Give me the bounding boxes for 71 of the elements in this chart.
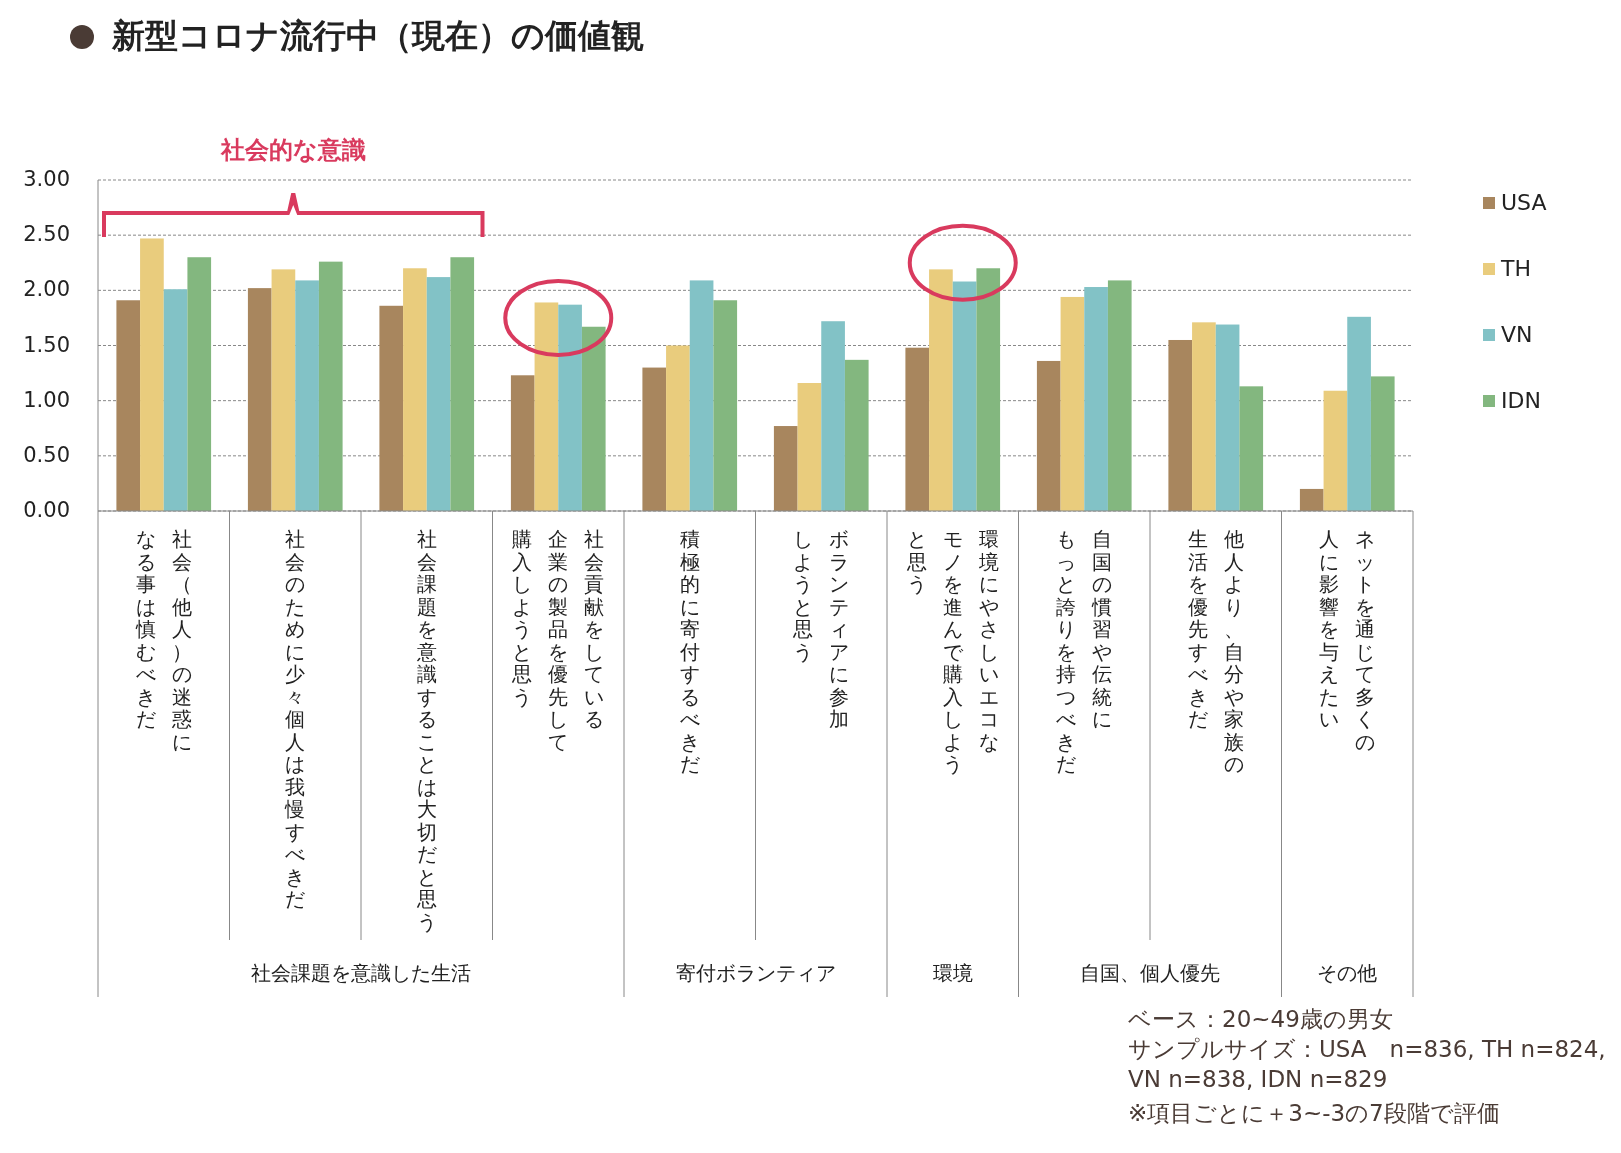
bar (1036, 360, 1061, 511)
bar (1239, 386, 1264, 511)
bar (952, 281, 977, 511)
bar (450, 257, 475, 511)
category-label: ボランティアに参加しようと思う (793, 527, 850, 731)
text: ベース：20~49歳の男女 (1128, 1005, 1393, 1034)
bar (426, 277, 451, 511)
bar (187, 257, 212, 511)
bar (318, 261, 343, 511)
category-label: 社会課題を意識することは大切だと思う (416, 527, 437, 934)
legend-label: USA (1501, 190, 1547, 215)
bar (773, 426, 798, 511)
bar (666, 345, 690, 511)
category-label: 積極的に寄付するべきだ (679, 527, 700, 776)
y-tick-label: 1.00 (22, 387, 70, 412)
bar (271, 269, 296, 511)
bar (1347, 316, 1371, 511)
category-label: 社会貢献をしている企業の製品を優先して購入しようと思う (512, 527, 605, 754)
bar (689, 280, 714, 511)
bar (1192, 322, 1216, 511)
bar (247, 288, 272, 511)
bar (534, 302, 559, 511)
category-label: 自国の慣習や伝統にもっと誇りを持つべきだ (1056, 527, 1113, 776)
bar (295, 280, 319, 511)
chart-title: 新型コロナ流行中（現在）の価値観 (112, 15, 644, 57)
text: サンプルサイズ：USA n=836, TH n=824, VN n=838, IDN n=829 (1128, 1035, 1607, 1094)
category-label: 他人より、自分や家族の生活を優先すべきだ (1187, 527, 1244, 776)
text: その他 (1316, 960, 1379, 987)
bar (163, 289, 188, 511)
category-label: 社会のために少々個人は我慢すべきだ (285, 527, 306, 911)
bar (140, 238, 164, 511)
y-tick-label: 0.50 (22, 442, 70, 467)
bar (905, 347, 930, 511)
y-tick-label: 0.00 (22, 498, 70, 522)
legend-label: VN (1501, 322, 1533, 347)
bar (1168, 339, 1193, 511)
bar (642, 367, 667, 511)
y-tick-label: 2.00 (22, 277, 70, 302)
text: 環境 (931, 960, 974, 987)
text: 自国、個人優先 (1079, 960, 1221, 987)
bar (510, 375, 535, 511)
bar (1323, 390, 1348, 511)
category-label: ネットを通じて多くの人に影響を与えたい (1319, 527, 1376, 754)
bar (929, 269, 953, 511)
bar (1060, 296, 1085, 511)
y-tick-label: 1.50 (22, 332, 70, 357)
bar (844, 359, 869, 511)
bar (1107, 280, 1132, 511)
text: 社会的な意識 (219, 135, 367, 166)
bar (379, 305, 404, 511)
y-tick-label: 3.00 (22, 167, 70, 191)
bar (1084, 287, 1108, 511)
bar (116, 300, 141, 511)
text: 社会課題を意識した生活 (250, 960, 472, 987)
text: 寄付ボランティア (674, 960, 837, 987)
bar (1299, 488, 1324, 511)
y-tick-label: 2.50 (22, 222, 70, 247)
bar (797, 383, 822, 511)
bar (1215, 324, 1240, 511)
bar (1370, 376, 1395, 511)
category-label: 環境にやさしいエコなモノを進んで購入しようと思う (906, 527, 999, 776)
bar (581, 326, 606, 511)
category-label: 社会（他人）の迷惑になる事は慎むべきだ (135, 527, 192, 754)
bar (713, 300, 738, 511)
legend-label: TH (1501, 256, 1531, 281)
text: ※項目ごとに＋3~-3の7段階で評価 (1128, 1099, 1500, 1128)
bar (403, 268, 427, 511)
bar (558, 304, 582, 511)
legend-label: IDN (1501, 388, 1541, 413)
bar (821, 321, 845, 511)
bar (976, 268, 1001, 511)
